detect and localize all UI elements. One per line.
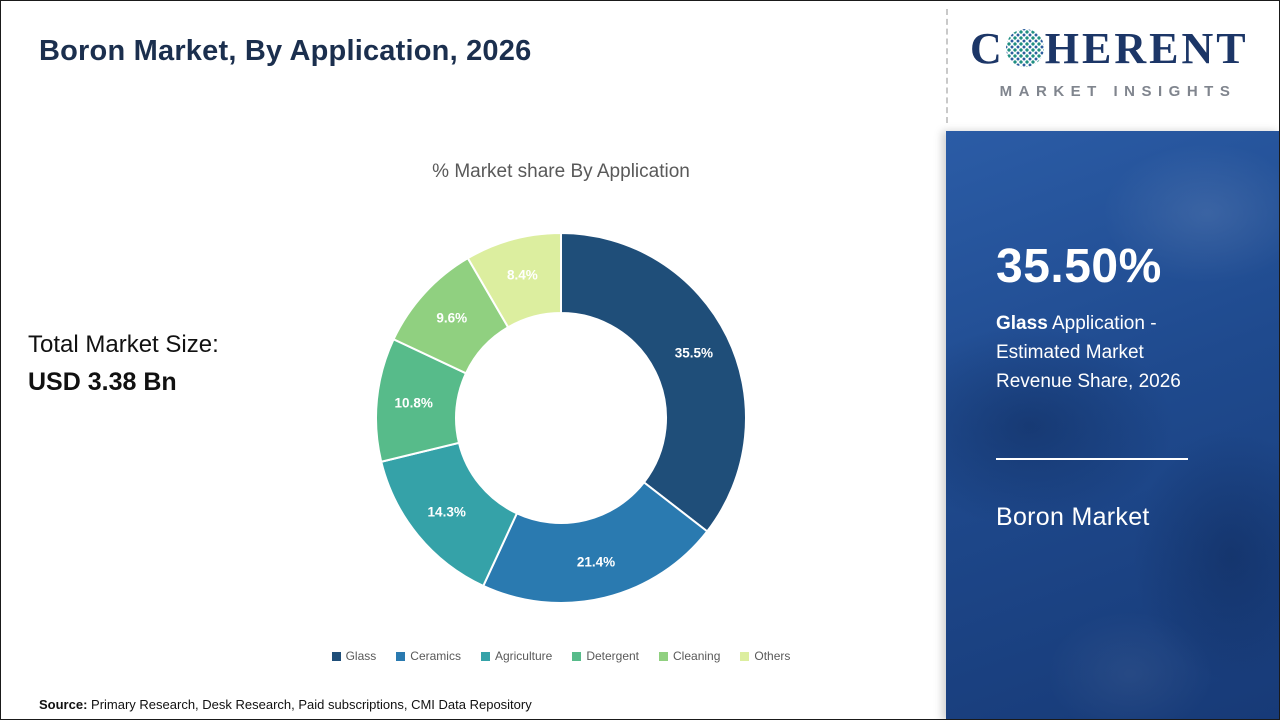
logo-subtitle: MARKET INSIGHTS (999, 83, 1237, 100)
legend-label: Detergent (586, 649, 640, 663)
legend-swatch (480, 651, 490, 661)
legend-item-detergent: Detergent (572, 649, 639, 663)
legend-item-agriculture: Agriculture (480, 649, 553, 663)
slice-label-cleaning: 9.6% (436, 311, 467, 326)
slice-label-others: 8.4% (507, 268, 538, 283)
highlight-percentage: 35.50% (996, 240, 1162, 293)
legend-label: Glass (345, 649, 377, 663)
logo-globe-icon (1005, 29, 1044, 67)
legend-item-others: Others (740, 649, 790, 663)
source-note: Source: Primary Research, Desk Research,… (39, 697, 532, 712)
highlight-panel: 35.50% Glass Application - Estimated Mar… (946, 131, 1279, 719)
source-label: Source: (39, 697, 88, 712)
highlight-description-bold: Glass (996, 313, 1048, 334)
slice-label-glass: 35.5% (675, 345, 713, 360)
legend-swatch (572, 651, 582, 661)
slice-label-detergent: 10.8% (395, 396, 433, 411)
source-text: Primary Research, Desk Research, Paid su… (87, 697, 532, 712)
right-column: C HERENT MARKET INSIGHTS 35.50% Glass App… (946, 1, 1279, 719)
chart-title: % Market share By Application (432, 161, 690, 182)
donut-segment-ceramics (481, 480, 709, 604)
legend-swatch (659, 651, 669, 661)
legend-label: Cleaning (673, 649, 721, 663)
legend-label: Ceramics (410, 649, 461, 663)
legend-swatch (740, 651, 750, 661)
donut-chart: 35.5% 21.4% 14.3% 10.8% 9.6% 8.4% (375, 231, 748, 604)
logo-area: C HERENT MARKET INSIGHTS (946, 1, 1279, 131)
legend-label: Agriculture (494, 649, 553, 663)
legend-swatch (331, 651, 341, 661)
legend-swatch (396, 651, 406, 661)
slice-label-agriculture: 14.3% (428, 505, 466, 520)
legend-label: Others (754, 649, 791, 663)
panel-footer-title: Boron Market (996, 503, 1150, 531)
slice-label-ceramics: 21.4% (577, 554, 615, 569)
total-market-size-value: USD 3.38 Bn (28, 368, 177, 396)
legend-item-cleaning: Cleaning (659, 649, 720, 663)
total-market-size: Total Market Size: USD 3.38 Bn (28, 331, 219, 397)
logo-text-suffix: HERENT (1044, 24, 1249, 73)
total-market-size-label: Total Market Size: (28, 331, 219, 358)
donut-segment-glass (560, 231, 748, 533)
dashed-separator (946, 9, 948, 123)
logo-text-prefix: C (970, 24, 1005, 73)
legend-item-glass: Glass (331, 649, 377, 663)
donut-segment-others (466, 231, 562, 329)
highlight-description: Glass Application - Estimated Market Rev… (996, 309, 1208, 396)
legend-item-ceramics: Ceramics (396, 649, 461, 663)
page-title: Boron Market, By Application, 2026 (39, 35, 532, 67)
highlight-description-rest: Application - Estimated Market Revenue S… (996, 313, 1181, 392)
chart-legend: Glass Ceramics Agriculture Detergent Cleanin… (161, 649, 961, 663)
company-logo: C HERENT (970, 23, 1249, 74)
panel-divider (996, 458, 1188, 460)
